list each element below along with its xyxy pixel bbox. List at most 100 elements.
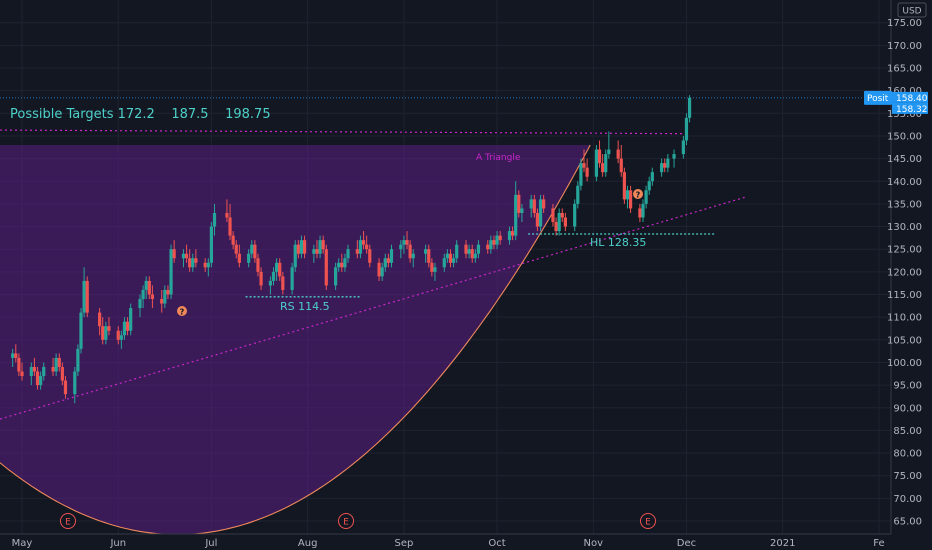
price-tick-labels: 65.00 70.00 75.00 80.00 85.00 90.00 95.00 100.0… (887, 18, 922, 527)
candle (39, 371, 43, 390)
candle (464, 240, 468, 259)
candle (343, 253, 347, 272)
candle-body (405, 240, 409, 245)
candle (625, 185, 630, 209)
candle (489, 235, 493, 254)
candle (76, 344, 80, 377)
candle-body (430, 262, 434, 272)
candle-body (638, 208, 642, 218)
candle-body (597, 149, 602, 164)
candle-body (489, 240, 493, 250)
candle-body (278, 262, 282, 277)
candle-body (538, 199, 543, 227)
question-marker-1[interactable]: ? (177, 306, 187, 317)
candle (660, 158, 664, 177)
candle-body (281, 276, 285, 290)
candle-body (296, 244, 300, 254)
candle (448, 249, 453, 268)
candle (585, 158, 589, 182)
candle-body (35, 371, 40, 386)
candle-body (495, 235, 499, 245)
candle (250, 240, 254, 259)
candle (358, 235, 363, 259)
candle-body (607, 149, 611, 155)
candle (107, 317, 111, 336)
question-marker-2[interactable]: ? (633, 189, 643, 200)
candle-body (625, 190, 630, 200)
candle-body (470, 249, 474, 259)
candle-body (343, 258, 347, 268)
candle (644, 185, 648, 209)
candle-body (389, 249, 394, 263)
candle-body (448, 253, 453, 263)
candle-body (231, 235, 235, 245)
candle-body (641, 203, 645, 218)
time-tick-label: Sep (394, 538, 413, 549)
candle-body (188, 258, 192, 268)
time-tick-label: Fe (873, 538, 884, 549)
candle (209, 222, 214, 268)
candle (17, 353, 21, 377)
candle (299, 235, 304, 259)
candle-body (315, 249, 319, 254)
price-tag-group[interactable]: Posit 158.40 158.32 (864, 90, 928, 115)
candle (551, 203, 555, 227)
candle-body (119, 335, 123, 340)
candle (324, 244, 328, 290)
candle-body (672, 154, 676, 159)
candle (510, 226, 515, 241)
candle (14, 344, 18, 363)
candle-body (380, 267, 384, 277)
currency-label: USD (902, 7, 921, 17)
candle (563, 212, 567, 232)
earnings-marker-3[interactable]: E (640, 513, 656, 529)
earnings-marker-1[interactable]: E (60, 513, 76, 529)
candle (597, 140, 602, 168)
candle (641, 199, 645, 223)
price-tick-label: 130.00 (887, 222, 922, 233)
candle (35, 366, 40, 390)
candle-body (60, 366, 64, 381)
candle (231, 231, 235, 250)
price-tick-label: 120.00 (887, 267, 922, 278)
time-axis[interactable]: May Jun Jul Aug Sep Oct Nov Dec 2021 Fe (0, 533, 891, 550)
time-tick-label: May (12, 538, 33, 549)
candle (337, 258, 341, 272)
candle-body (386, 258, 390, 263)
candle (666, 154, 670, 173)
question-marker-text: ? (636, 191, 641, 200)
price-tick-label: 155.00 (887, 109, 922, 120)
price-tick-label: 105.00 (887, 335, 922, 346)
last-price-label: 158.40 (896, 94, 928, 104)
candle-body (318, 240, 322, 254)
earnings-marker-circle (338, 513, 354, 529)
candle-body (14, 353, 18, 358)
candle (663, 158, 667, 173)
candle (498, 231, 502, 245)
price-tick-label: 100.00 (887, 358, 922, 369)
candle (315, 240, 319, 259)
currency-badge[interactable]: USD (897, 2, 927, 18)
candle-body (408, 244, 412, 259)
candle (42, 362, 46, 381)
candle-body (324, 249, 328, 286)
candle (430, 258, 434, 277)
candle-body (17, 357, 21, 372)
candle-body (402, 240, 406, 245)
candle (54, 353, 58, 377)
candle-body (147, 280, 151, 295)
price-tick-label: 90.00 (893, 403, 922, 414)
candle-body (355, 249, 359, 254)
candle-body (573, 203, 577, 227)
price-tick-label: 95.00 (893, 381, 922, 392)
candle-body (144, 280, 148, 290)
price-axis[interactable]: 65.00 70.00 75.00 80.00 85.00 90.00 95.00 100.0… (887, 0, 932, 550)
time-axis-background (0, 534, 891, 550)
earnings-marker-2[interactable]: E (338, 513, 354, 529)
candle-body (542, 199, 546, 209)
price-tick-label: 145.00 (887, 154, 922, 165)
candle-body (125, 321, 130, 331)
candle (334, 262, 338, 290)
candle-body (554, 222, 558, 232)
